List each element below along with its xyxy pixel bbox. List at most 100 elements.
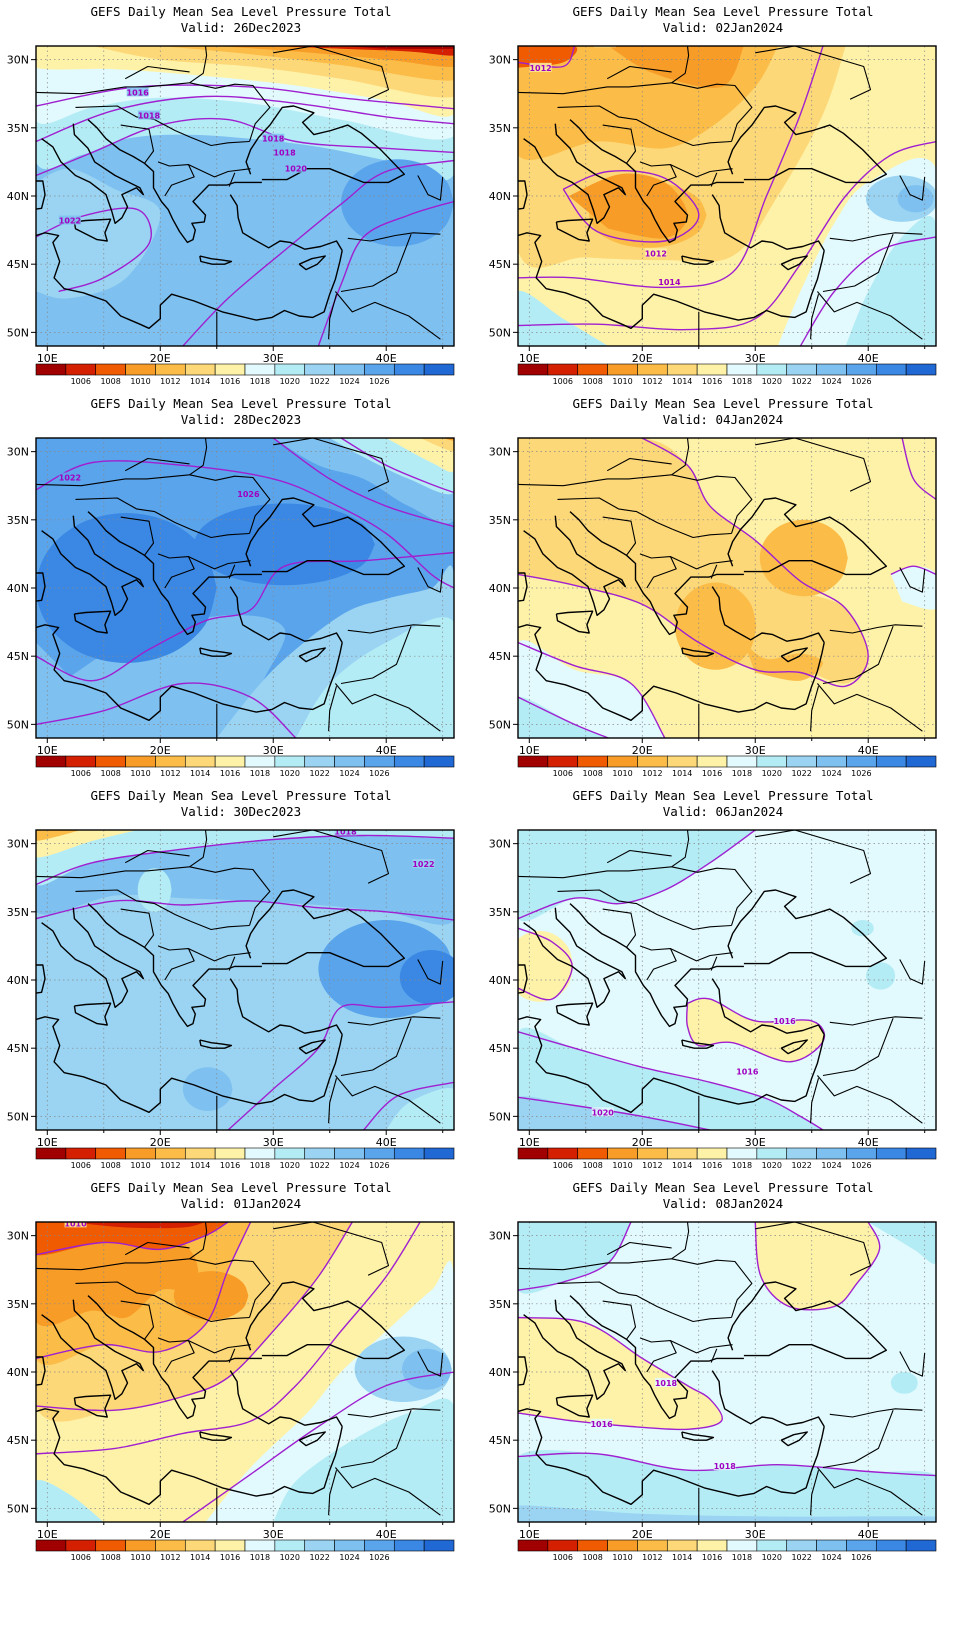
coastline	[780, 1431, 808, 1447]
country-border	[189, 830, 208, 868]
colorbar-label: 1022	[791, 769, 811, 778]
country-border	[606, 457, 672, 472]
isobar-line	[36, 1222, 353, 1412]
pressure-band	[295, 617, 454, 738]
country-border	[639, 1337, 677, 1373]
colorbar-label: 1010	[130, 1161, 150, 1170]
colorbar-swatch	[905, 1147, 937, 1160]
country-border	[639, 945, 677, 981]
country-border	[188, 948, 251, 962]
forecast-panel: GEFS Daily Mean Sea Level Pressure Total…	[482, 784, 964, 1194]
lat-label: 35N	[7, 906, 29, 919]
country-border	[36, 474, 190, 487]
country-border	[120, 516, 155, 556]
colorbar-swatch	[244, 755, 276, 768]
contour-label: 1016	[736, 1067, 759, 1076]
colorbar-label: 1008	[100, 1553, 120, 1562]
colorbar-swatch	[274, 1147, 306, 1160]
colorbar-label: 1010	[612, 377, 632, 386]
contour-label: 1022	[59, 474, 81, 483]
country-border	[124, 457, 190, 472]
lat-label: 50N	[489, 1502, 511, 1515]
colorbar-label: 1010	[612, 1553, 632, 1562]
colorbar-swatch	[637, 1147, 668, 1160]
colorbar-label: 1016	[220, 769, 240, 778]
country-border	[347, 1016, 441, 1026]
country-border	[671, 830, 690, 868]
panel-title: GEFS Daily Mean Sea Level Pressure Total	[90, 788, 392, 803]
country-border	[228, 956, 236, 971]
isobar-line	[901, 438, 936, 500]
lon-label: 20E	[150, 1528, 171, 1541]
colorbar-swatch	[816, 755, 847, 768]
isobar-line	[182, 159, 454, 346]
coastline	[87, 1295, 262, 1420]
lat-label: 45N	[489, 650, 511, 663]
colorbar-label: 1018	[250, 769, 270, 778]
lat-label: 40N	[489, 190, 511, 203]
colorbar-swatch	[125, 1539, 156, 1552]
contour-label: 1018	[262, 135, 285, 144]
coastline	[681, 647, 715, 657]
colorbar-swatch	[547, 1147, 579, 1160]
pressure-band	[36, 830, 138, 858]
country-border	[755, 46, 872, 100]
pressure-band	[36, 830, 82, 841]
country-border	[671, 438, 690, 476]
country-border	[602, 516, 637, 556]
coastline	[36, 964, 46, 994]
isobar-line	[518, 696, 609, 738]
contour-label: 1018	[273, 148, 296, 157]
lat-label: 40N	[489, 582, 511, 595]
country-border	[189, 438, 208, 476]
lon-label: 20E	[150, 744, 171, 757]
lat-label: 30N	[489, 446, 511, 459]
colorbar-label: 1020	[280, 377, 300, 386]
country-border	[606, 849, 672, 864]
colorbar-swatch	[905, 755, 937, 768]
colorbar-swatch	[756, 363, 788, 376]
colorbar: 1006 1008 1010 1012 1014 1016 1018 1020 1022 1024…	[517, 363, 937, 386]
country-border	[518, 82, 672, 95]
country-border	[822, 234, 894, 293]
pressure-band	[518, 1450, 936, 1522]
coastline	[73, 1394, 112, 1418]
colorbar-swatch	[726, 363, 758, 376]
coastline	[727, 105, 887, 184]
country-border	[189, 866, 271, 926]
lat-label: 50N	[7, 1502, 29, 1515]
coastline	[555, 218, 594, 242]
country-border	[157, 161, 195, 197]
colorbar-swatch	[244, 1539, 276, 1552]
pressure-band	[173, 1271, 249, 1321]
colorbar-swatch	[875, 1539, 907, 1552]
colorbar-label: 1014	[672, 1553, 692, 1562]
colorbar-label: 1008	[100, 377, 120, 386]
colorbar-label: 1014	[190, 1161, 210, 1170]
contour-label-bg	[334, 830, 357, 836]
colorbar-swatch	[274, 363, 306, 376]
country-border	[816, 683, 923, 732]
country-border	[189, 474, 271, 534]
pressure-band	[851, 920, 874, 937]
colorbar-swatch	[334, 1147, 365, 1160]
colorbar-swatch	[334, 755, 365, 768]
contour-label-bg	[58, 215, 81, 225]
colorbar-label: 1010	[612, 769, 632, 778]
panel-title: GEFS Daily Mean Sea Level Pressure Total	[90, 396, 392, 411]
colorbar-swatch	[637, 1539, 668, 1552]
coastline	[518, 1016, 825, 1113]
contour-label-bg	[273, 147, 296, 157]
country-border	[672, 136, 732, 147]
colorbar-label: 1022	[309, 377, 329, 386]
isobar-line	[36, 551, 454, 682]
forecast-panel: GEFS Daily Mean Sea Level Pressure Total…	[0, 392, 482, 802]
colorbar-swatch	[875, 755, 907, 768]
coastline	[935, 928, 936, 930]
colorbar: 1006 1008 1010 1012 1014 1016 1018 1020 1022 1024…	[35, 1147, 455, 1170]
colorbar-swatch	[846, 1147, 877, 1160]
colorbar-label: 1012	[642, 1553, 662, 1562]
lon-label: 40E	[376, 1528, 397, 1541]
country-border	[190, 1312, 250, 1323]
coastline	[711, 1370, 825, 1427]
